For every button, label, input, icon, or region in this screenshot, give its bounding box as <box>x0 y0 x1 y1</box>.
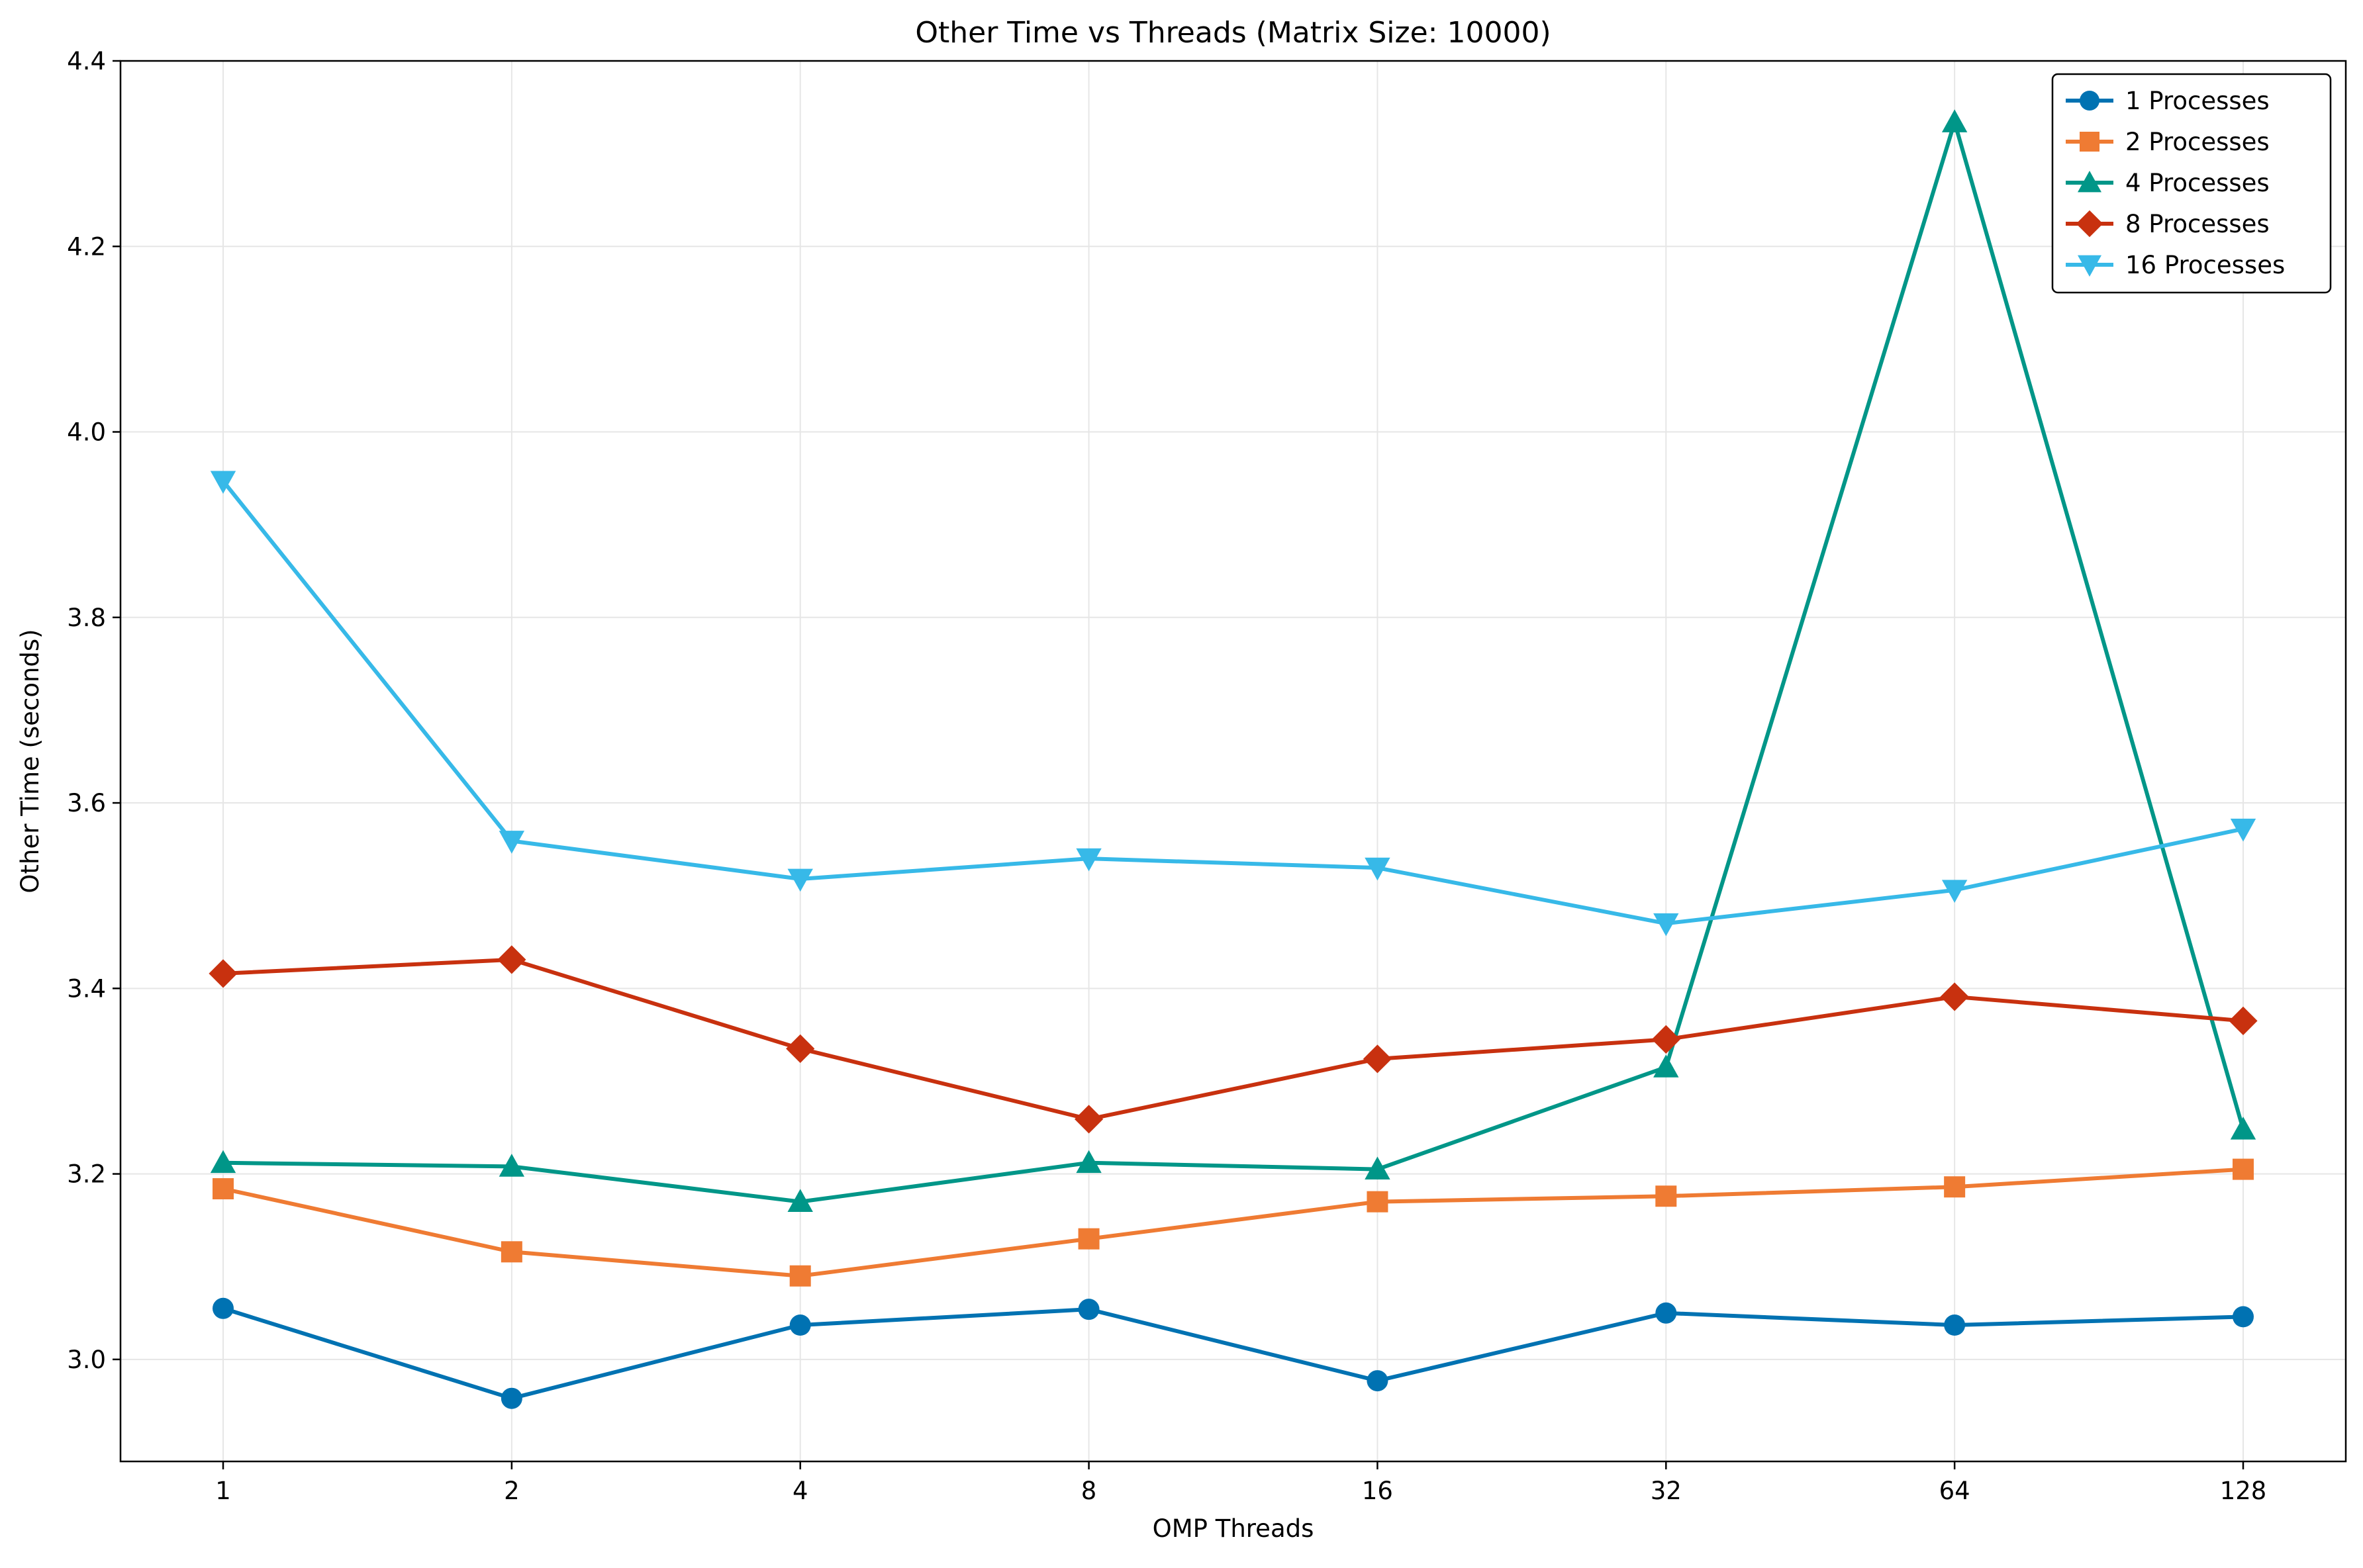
diamond-marker <box>2229 1006 2258 1035</box>
triangle-down-marker <box>2230 818 2256 842</box>
legend-label: 16 Processes <box>2125 251 2285 279</box>
y-axis-ticks: 3.0 3.2 3.4 3.6 3.8 4.0 4.2 4.4 <box>67 47 121 1374</box>
diamond-marker <box>1940 982 1969 1011</box>
diamond-marker <box>2076 210 2103 238</box>
square-marker <box>1944 1176 1966 1198</box>
x-tick-label: 4 <box>793 1477 808 1505</box>
series-2 <box>213 1158 2254 1287</box>
square-marker <box>1078 1228 1100 1250</box>
diamond-marker <box>1651 1025 1680 1054</box>
triangle-up-marker <box>210 1150 236 1174</box>
triangle-up-marker <box>1653 1054 1679 1078</box>
y-tick-label: 3.6 <box>67 789 106 817</box>
y-axis-label: Other Time (seconds) <box>16 629 44 893</box>
y-tick-label: 3.0 <box>67 1346 106 1374</box>
diamond-marker <box>497 945 526 974</box>
series-line <box>222 120 2245 1204</box>
triangle-down-marker <box>787 868 813 892</box>
legend-item: 4 Processes <box>2066 169 2270 197</box>
x-axis-label: OMP Threads <box>1153 1514 1314 1543</box>
series-4 <box>209 945 2258 1134</box>
x-tick-label: 8 <box>1081 1477 1097 1505</box>
legend-item: 2 Processes <box>2066 128 2270 156</box>
legend-item: 1 Processes <box>2066 87 2270 115</box>
square-marker <box>213 1178 234 1200</box>
square-marker <box>501 1241 522 1263</box>
circle-marker <box>1078 1299 1100 1320</box>
legend-box <box>2051 73 2332 294</box>
series-1 <box>213 1297 2254 1409</box>
triangle-down-marker <box>1365 857 1390 881</box>
triangle-down-marker <box>210 471 236 494</box>
square-marker <box>2233 1158 2254 1180</box>
circle-marker <box>2233 1306 2254 1328</box>
square-marker <box>1655 1185 1677 1207</box>
circle-marker <box>2080 91 2099 111</box>
circle-marker <box>789 1314 811 1336</box>
square-marker <box>2080 132 2099 152</box>
square-marker <box>789 1265 811 1287</box>
triangle-down-marker <box>499 831 525 854</box>
legend-label: 8 Processes <box>2125 210 2270 238</box>
series-line <box>221 479 2244 926</box>
chart-title: Other Time vs Threads (Matrix Size: 1000… <box>915 16 1551 50</box>
legend-item: 16 Processes <box>2066 251 2285 279</box>
legend-label: 2 Processes <box>2125 128 2270 156</box>
series-line <box>222 957 2244 1121</box>
legend-label: 1 Processes <box>2125 87 2270 115</box>
series-layer <box>209 109 2258 1409</box>
diamond-marker <box>786 1034 815 1064</box>
triangle-down-marker <box>2078 255 2101 277</box>
x-tick-label: 128 <box>2220 1477 2267 1505</box>
series-5 <box>210 471 2256 937</box>
grid <box>121 60 2346 1461</box>
triangle-up-marker <box>2230 1117 2256 1140</box>
y-tick-label: 3.8 <box>67 604 106 632</box>
triangle-up-marker <box>1076 1150 1102 1174</box>
x-tick-label: 2 <box>504 1477 520 1505</box>
diamond-marker <box>209 959 238 988</box>
x-tick-label: 1 <box>215 1477 231 1505</box>
triangle-down-marker <box>1653 913 1679 937</box>
legend-item: 8 Processes <box>2066 210 2270 238</box>
y-tick-label: 4.2 <box>67 232 106 261</box>
legend: 1 Processes 2 Processes 4 Processes 8 Proce… <box>2051 73 2332 294</box>
circle-marker <box>501 1387 522 1409</box>
x-tick-label: 64 <box>1939 1477 1970 1505</box>
triangle-down-marker <box>1076 848 1102 872</box>
triangle-up-marker <box>1941 109 1968 132</box>
circle-marker <box>1367 1370 1388 1392</box>
plot-frame <box>119 60 2347 1463</box>
y-tick-label: 4.0 <box>67 418 106 447</box>
y-tick-label: 3.4 <box>67 974 106 1003</box>
circle-marker <box>213 1297 234 1319</box>
y-tick-label: 3.2 <box>67 1160 106 1189</box>
circle-marker <box>1944 1314 1966 1336</box>
triangle-up-marker <box>499 1154 525 1177</box>
triangle-up-marker <box>787 1189 813 1212</box>
square-marker <box>1367 1191 1388 1213</box>
y-tick-label: 4.4 <box>67 47 106 75</box>
triangle-up-marker <box>1365 1156 1390 1179</box>
legend-label: 4 Processes <box>2125 169 2270 197</box>
series-3 <box>210 109 2256 1212</box>
triangle-down-marker <box>1941 880 1968 903</box>
x-tick-label: 16 <box>1362 1477 1393 1505</box>
x-axis-ticks: 1 2 4 8 16 32 64 128 <box>215 1461 2266 1505</box>
x-tick-label: 32 <box>1651 1477 1682 1505</box>
series-line <box>222 1306 2244 1401</box>
diamond-marker <box>1074 1105 1104 1134</box>
diamond-marker <box>1363 1044 1392 1074</box>
circle-marker <box>1655 1302 1677 1324</box>
series-line <box>222 1167 2244 1278</box>
triangle-up-marker <box>2078 171 2101 193</box>
